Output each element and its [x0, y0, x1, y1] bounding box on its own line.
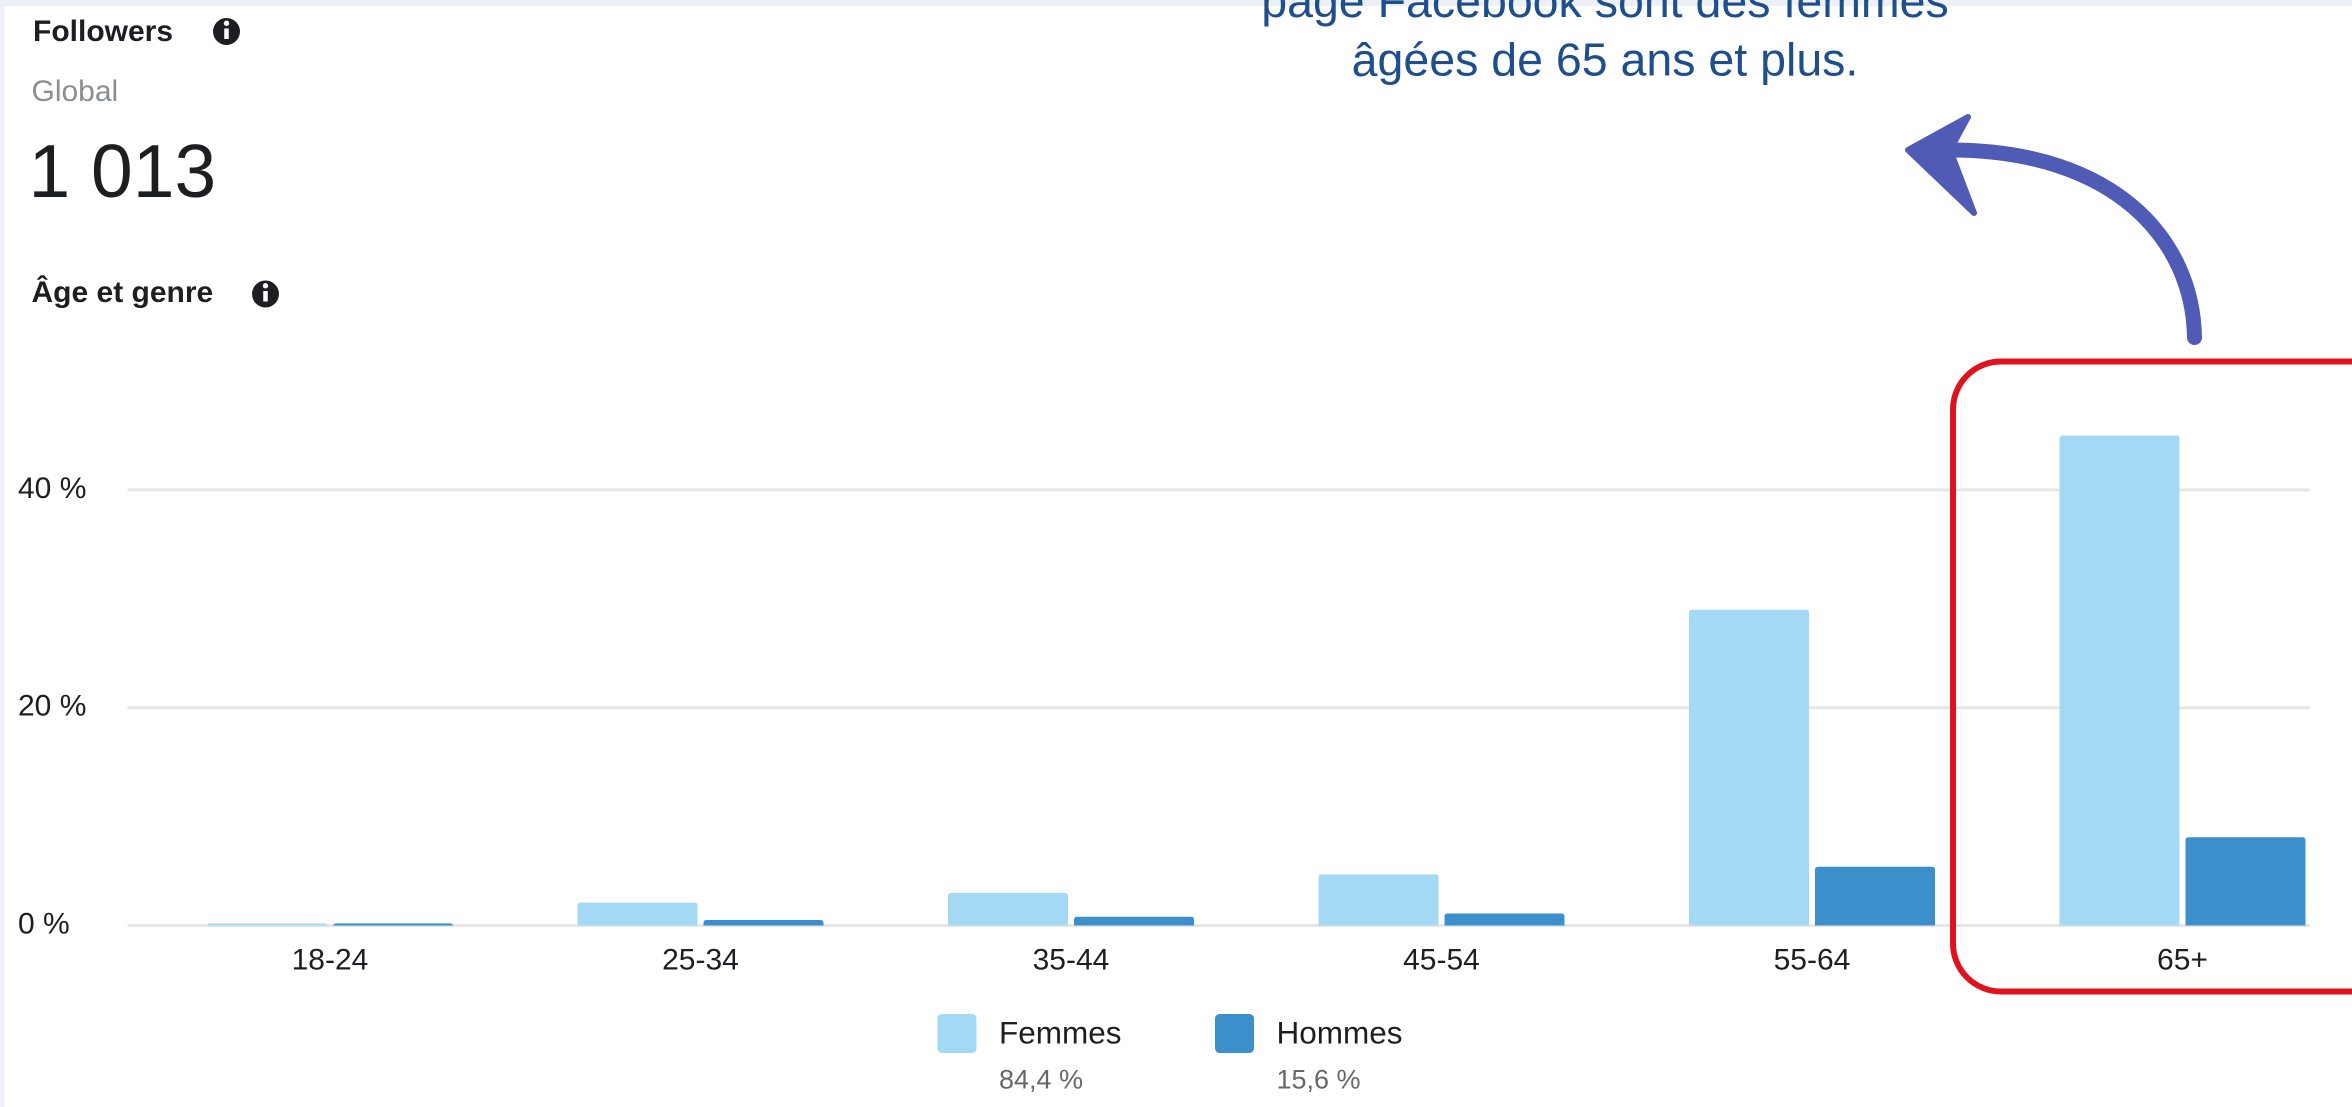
x-tick-label: 65+: [2157, 943, 2208, 976]
bar: [1318, 874, 1439, 926]
scope: Global: [32, 75, 119, 108]
arrow: [1905, 114, 2202, 345]
bar: [1815, 866, 1935, 926]
card: [4, 6, 2352, 1107]
info-icon: [213, 18, 240, 45]
bar: [1074, 916, 1194, 926]
x-tick-label: 25-34: [662, 943, 739, 976]
annotation-line: âgées de 65 ans et plus.: [1352, 33, 1859, 85]
title: Followers: [33, 15, 173, 48]
bar: [2185, 837, 2306, 926]
x-tick-label: 45-54: [1403, 943, 1480, 976]
x-tick-label: 18-24: [292, 943, 369, 976]
bar: [703, 920, 824, 926]
bar: [2059, 435, 2180, 926]
plot: 0 % 20 % 40 % 18-24 25-34 35-44 45-54 55-64 65+: [18, 435, 2310, 976]
follower-count: 1 013: [29, 129, 217, 213]
legend-total: 84,4 %: [999, 1065, 1083, 1095]
y-tick-label: 40 %: [18, 472, 86, 505]
bar: [207, 923, 327, 927]
info-icon: [252, 280, 279, 308]
bar: [333, 923, 453, 927]
annotation-line: page Facebook sont des femmes: [1261, 0, 1949, 27]
section-title: Âge et genre: [32, 275, 214, 309]
bar: [1689, 609, 1809, 926]
y-tick-label: 20 %: [18, 690, 86, 723]
x-tick-label: 55-64: [1774, 943, 1851, 976]
legend-total: 15,6 %: [1277, 1065, 1361, 1095]
bar: [1444, 913, 1565, 926]
legend-label: Femmes: [999, 1014, 1122, 1050]
legend-label: Hommes: [1277, 1014, 1403, 1050]
bar: [948, 892, 1068, 926]
x-tick-label: 35-44: [1033, 943, 1110, 976]
legend-swatch: [1215, 1014, 1254, 1053]
y-tick-label: 0 %: [18, 907, 70, 940]
legend: Femmes 84,4 % Hommes 15,6 %: [937, 1014, 1403, 1095]
highlight-box: [1950, 358, 2352, 995]
legend-swatch: [937, 1014, 977, 1053]
bar: [577, 902, 698, 926]
